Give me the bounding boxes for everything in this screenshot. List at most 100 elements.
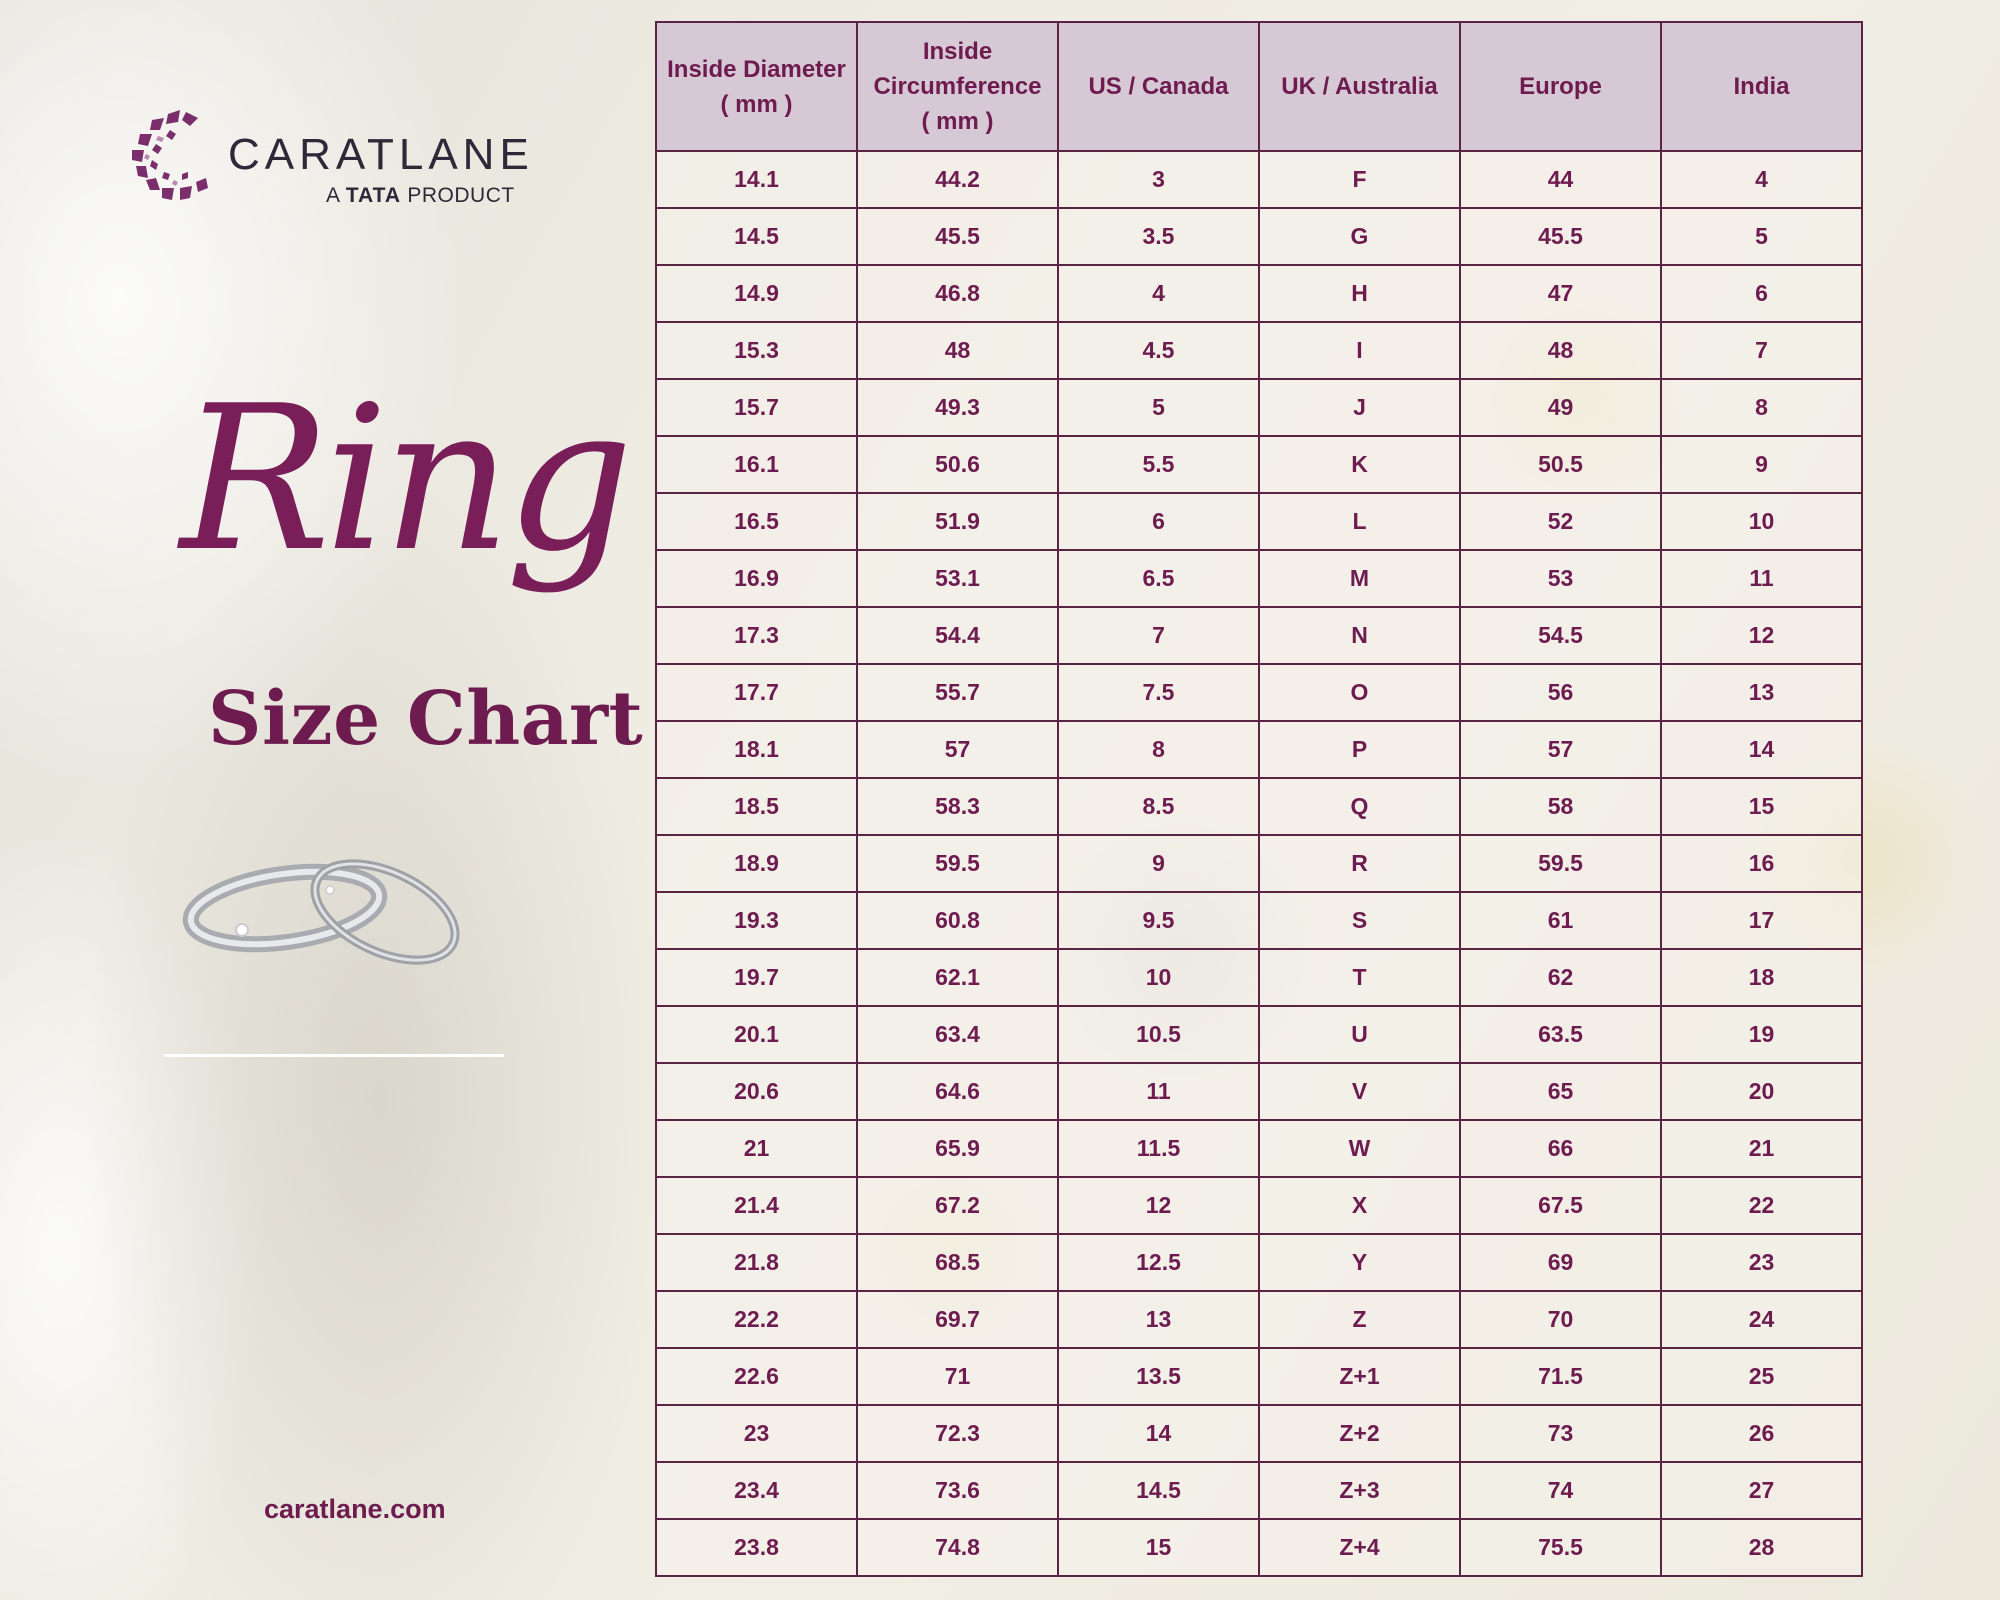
table-cell: 9 bbox=[1057, 834, 1260, 893]
table-cell: 3.5 bbox=[1057, 207, 1260, 266]
tagline-suffix: PRODUCT bbox=[407, 184, 515, 207]
table-cell: 54.5 bbox=[1459, 606, 1662, 665]
table-cell: O bbox=[1258, 663, 1461, 722]
table-cell: 51.9 bbox=[856, 492, 1059, 551]
table-cell: 50.6 bbox=[856, 435, 1059, 494]
table-cell: 44.2 bbox=[856, 150, 1059, 209]
table-cell: 63.5 bbox=[1459, 1005, 1662, 1064]
table-cell: R bbox=[1258, 834, 1461, 893]
table-cell: 8 bbox=[1660, 378, 1863, 437]
table-cell: 58 bbox=[1459, 777, 1662, 836]
website-link[interactable]: caratlane.com bbox=[264, 1494, 446, 1524]
table-cell: 4.5 bbox=[1057, 321, 1260, 380]
column-header: Inside Circumference ( mm ) bbox=[856, 21, 1059, 152]
table-cell: L bbox=[1258, 492, 1461, 551]
table-cell: 13 bbox=[1660, 663, 1863, 722]
table-cell: 55.7 bbox=[856, 663, 1059, 722]
table-cell: 14.5 bbox=[1057, 1461, 1260, 1520]
title-script: Ring bbox=[180, 363, 633, 596]
table-cell: 50.5 bbox=[1459, 435, 1662, 494]
table-cell: 57 bbox=[1459, 720, 1662, 779]
table-row: 23.8 74.8 15 Z+4 75.5 28 bbox=[655, 1518, 1863, 1577]
table-cell: G bbox=[1258, 207, 1461, 266]
table-cell: 19.7 bbox=[655, 948, 858, 1007]
tagline-prefix: A bbox=[326, 184, 340, 207]
table-row: 17.7 55.7 7.5 O 56 13 bbox=[655, 663, 1863, 722]
table-cell: 18.1 bbox=[655, 720, 858, 779]
table-row: 22.6 71 13.5 Z+1 71.5 25 bbox=[655, 1347, 1863, 1406]
table-cell: 69 bbox=[1459, 1233, 1662, 1292]
table-cell: 58.3 bbox=[856, 777, 1059, 836]
table-cell: Z+2 bbox=[1258, 1404, 1461, 1463]
table-cell: 5 bbox=[1057, 378, 1260, 437]
table-cell: 13.5 bbox=[1057, 1347, 1260, 1406]
table-cell: 60.8 bbox=[856, 891, 1059, 950]
brand-tagline: A TATA PRODUCT bbox=[326, 184, 515, 208]
table-cell: 59.5 bbox=[1459, 834, 1662, 893]
column-header-line: ( mm ) bbox=[720, 90, 793, 118]
table-cell: 21.8 bbox=[655, 1233, 858, 1292]
table-cell: 66 bbox=[1459, 1119, 1662, 1178]
table-cell: 10 bbox=[1660, 492, 1863, 551]
table-cell: P bbox=[1258, 720, 1461, 779]
table-row: 22.2 69.7 13 Z 70 24 bbox=[655, 1290, 1863, 1349]
table-row: 17.3 54.4 7 N 54.5 12 bbox=[655, 606, 1863, 665]
table-cell: 67.2 bbox=[856, 1176, 1059, 1235]
table-cell: 13 bbox=[1057, 1290, 1260, 1349]
table-row: 20.6 64.6 11 V 65 20 bbox=[655, 1062, 1863, 1121]
table-cell: 70 bbox=[1459, 1290, 1662, 1349]
table-cell: 45.5 bbox=[1459, 207, 1662, 266]
table-cell: X bbox=[1258, 1176, 1461, 1235]
table-cell: 28 bbox=[1660, 1518, 1863, 1577]
table-header-row: Inside Diameter ( mm ) Inside Circumference… bbox=[655, 21, 1863, 152]
table-cell: 17.3 bbox=[655, 606, 858, 665]
table-cell: 71.5 bbox=[1459, 1347, 1662, 1406]
table-cell: 23 bbox=[1660, 1233, 1863, 1292]
table-cell: 67.5 bbox=[1459, 1176, 1662, 1235]
table-cell: 48 bbox=[1459, 321, 1662, 380]
table-row: 19.3 60.8 9.5 S 61 17 bbox=[655, 891, 1863, 950]
table-cell: 17 bbox=[1660, 891, 1863, 950]
table-cell: 7 bbox=[1660, 321, 1863, 380]
table-cell: U bbox=[1258, 1005, 1461, 1064]
table-cell: Z+4 bbox=[1258, 1518, 1461, 1577]
table-row: 23.4 73.6 14.5 Z+3 74 27 bbox=[655, 1461, 1863, 1520]
table-cell: W bbox=[1258, 1119, 1461, 1178]
table-cell: 64.6 bbox=[856, 1062, 1059, 1121]
table-cell: 23.4 bbox=[655, 1461, 858, 1520]
table-cell: 14.5 bbox=[655, 207, 858, 266]
table-cell: 45.5 bbox=[856, 207, 1059, 266]
table-row: 16.9 53.1 6.5 M 53 11 bbox=[655, 549, 1863, 608]
size-chart-table: Inside Diameter ( mm ) Inside Circumference… bbox=[655, 21, 1863, 1577]
table-cell: 7 bbox=[1057, 606, 1260, 665]
table-cell: I bbox=[1258, 321, 1461, 380]
table-cell: 48 bbox=[856, 321, 1059, 380]
table-cell: 72.3 bbox=[856, 1404, 1059, 1463]
page-title: Size Chart bbox=[208, 676, 644, 762]
table-cell: 21.4 bbox=[655, 1176, 858, 1235]
table-cell: 20.6 bbox=[655, 1062, 858, 1121]
table-cell: J bbox=[1258, 378, 1461, 437]
table-cell: 10.5 bbox=[1057, 1005, 1260, 1064]
table-cell: 4 bbox=[1660, 150, 1863, 209]
rings-image bbox=[182, 859, 460, 965]
table-cell: 6.5 bbox=[1057, 549, 1260, 608]
table-cell: 20 bbox=[1660, 1062, 1863, 1121]
table-row: 18.9 59.5 9 R 59.5 16 bbox=[655, 834, 1863, 893]
table-cell: 16 bbox=[1660, 834, 1863, 893]
table-row: 21.8 68.5 12.5 Y 69 23 bbox=[655, 1233, 1863, 1292]
table-cell: 69.7 bbox=[856, 1290, 1059, 1349]
table-cell: T bbox=[1258, 948, 1461, 1007]
table-cell: Y bbox=[1258, 1233, 1461, 1292]
table-cell: 14 bbox=[1057, 1404, 1260, 1463]
table-cell: 9.5 bbox=[1057, 891, 1260, 950]
table-cell: H bbox=[1258, 264, 1461, 323]
table-cell: 21 bbox=[1660, 1119, 1863, 1178]
table-cell: 16.9 bbox=[655, 549, 858, 608]
table-cell: 68.5 bbox=[856, 1233, 1059, 1292]
table-cell: 11 bbox=[1057, 1062, 1260, 1121]
table-cell: 10 bbox=[1057, 948, 1260, 1007]
table-cell: 49 bbox=[1459, 378, 1662, 437]
table-cell: 23 bbox=[655, 1404, 858, 1463]
table-cell: N bbox=[1258, 606, 1461, 665]
